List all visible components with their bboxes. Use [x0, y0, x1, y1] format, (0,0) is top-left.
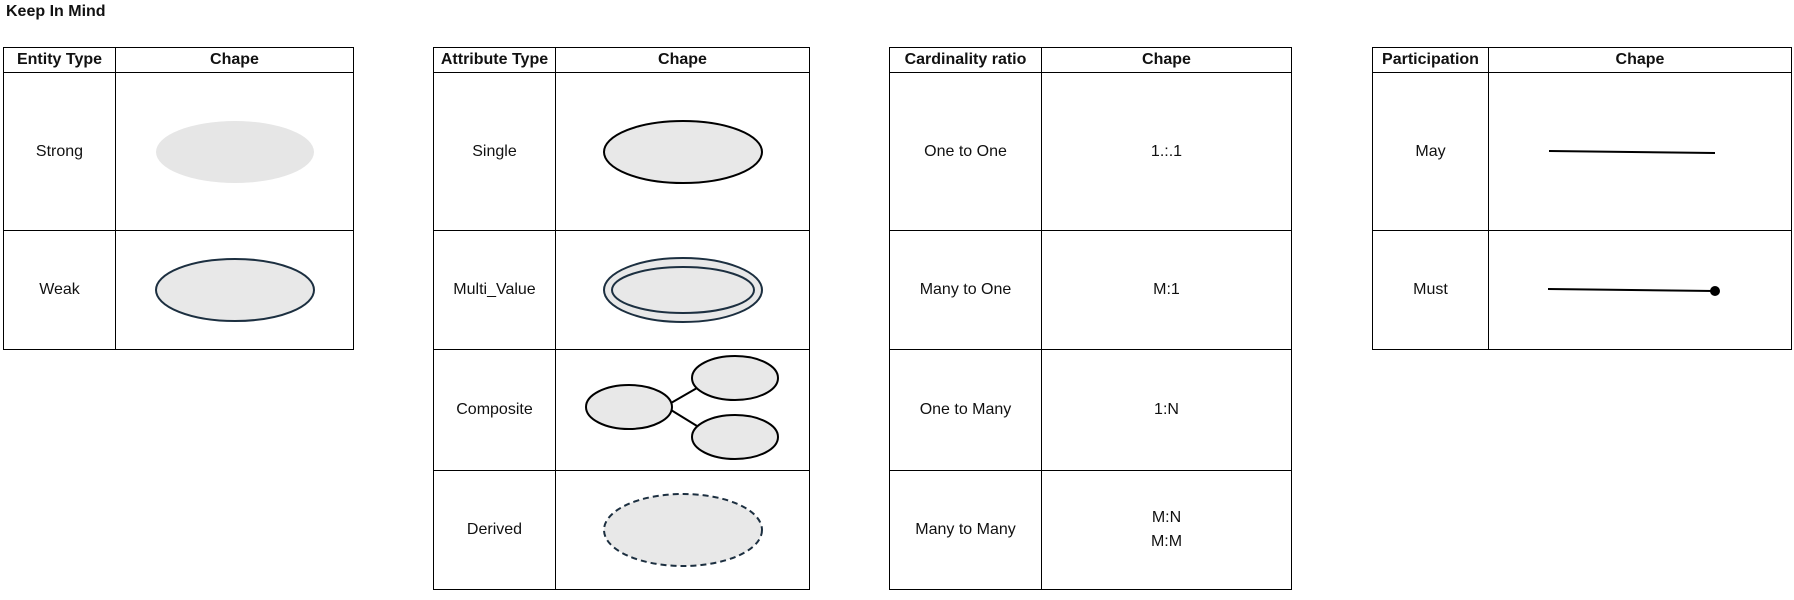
- entity-row-weak: Weak: [3, 230, 354, 350]
- entity-type-header: Entity Type: [3, 47, 116, 73]
- attribute-label-multi-value: Multi_Value: [433, 230, 556, 350]
- single-attribute-shape-cell: [555, 72, 810, 231]
- strong-entity-ellipse-icon: [155, 120, 314, 183]
- strong-entity-shape-cell: [115, 72, 354, 231]
- cardinality-label-one-to-one: One to One: [889, 72, 1042, 231]
- attribute-row-composite: Composite: [433, 349, 810, 471]
- entity-header-row: Entity Type Chape: [3, 47, 354, 73]
- may-line-icon: [1548, 149, 1716, 154]
- attribute-shape-header: Chape: [555, 47, 810, 73]
- may-participation-shape-cell: [1488, 72, 1792, 231]
- attribute-header-row: Attribute Type Chape: [433, 47, 810, 73]
- entity-shape-header: Chape: [115, 47, 354, 73]
- cardinality-row-many-to-one: Many to One M:1: [889, 230, 1292, 350]
- attribute-row-single: Single: [433, 72, 810, 231]
- cardinality-value-m-n: M:N: [1151, 509, 1182, 526]
- single-attribute-ellipse-icon: [602, 119, 763, 184]
- cardinality-ratio-header: Cardinality ratio: [889, 47, 1042, 73]
- participation-shape-header: Chape: [1488, 47, 1792, 73]
- participation-table: Participation Chape May Must: [1372, 47, 1792, 350]
- entity-type-table: Entity Type Chape Strong Weak: [3, 47, 354, 350]
- weak-entity-ellipse-icon: [154, 258, 315, 322]
- cardinality-value-one-to-one: 1.:.1: [1041, 72, 1292, 231]
- derived-dashed-ellipse-icon: [602, 493, 763, 567]
- attribute-label-single: Single: [433, 72, 556, 231]
- attribute-type-header: Attribute Type: [433, 47, 556, 73]
- attribute-label-composite: Composite: [433, 349, 556, 471]
- composite-connected-ellipses-icon: [584, 355, 779, 460]
- multi-value-double-ellipse-icon: [602, 257, 763, 323]
- participation-row-may: May: [1372, 72, 1792, 231]
- participation-label-must: Must: [1372, 230, 1489, 350]
- participation-row-must: Must: [1372, 230, 1792, 350]
- weak-entity-shape-cell: [115, 230, 354, 350]
- cardinality-row-one-to-one: One to One 1.:.1: [889, 72, 1292, 231]
- participation-header: Participation: [1372, 47, 1489, 73]
- multi-value-attribute-shape-cell: [555, 230, 810, 350]
- cardinality-header-row: Cardinality ratio Chape: [889, 47, 1292, 73]
- cardinality-label-one-to-many: One to Many: [889, 349, 1042, 471]
- entity-row-strong: Strong: [3, 72, 354, 231]
- entity-label-strong: Strong: [3, 72, 116, 231]
- participation-header-row: Participation Chape: [1372, 47, 1792, 73]
- cardinality-row-many-to-many: Many to Many M:N M:M: [889, 470, 1292, 590]
- cardinality-value-many-to-one: M:1: [1041, 230, 1292, 350]
- derived-attribute-shape-cell: [555, 470, 810, 590]
- entity-label-weak: Weak: [3, 230, 116, 350]
- composite-attribute-shape-cell: [555, 349, 810, 471]
- attribute-label-derived: Derived: [433, 470, 556, 590]
- attribute-type-table: Attribute Type Chape Single Multi_Value …: [433, 47, 810, 590]
- cardinality-value-many-to-many-cell: M:N M:M: [1041, 470, 1292, 590]
- must-participation-shape-cell: [1488, 230, 1792, 350]
- cardinality-label-many-to-one: Many to One: [889, 230, 1042, 350]
- cardinality-row-one-to-many: One to Many 1:N: [889, 349, 1292, 471]
- cardinality-label-many-to-many: Many to Many: [889, 470, 1042, 590]
- attribute-row-multi-value: Multi_Value: [433, 230, 810, 350]
- cardinality-value-one-to-many: 1:N: [1041, 349, 1292, 471]
- cardinality-ratio-table: Cardinality ratio Chape One to One 1.:.1…: [889, 47, 1292, 590]
- must-line-with-dot-icon: [1547, 286, 1720, 296]
- cardinality-value-m-m: M:M: [1150, 533, 1183, 550]
- participation-label-may: May: [1372, 72, 1489, 231]
- cardinality-shape-header: Chape: [1041, 47, 1292, 73]
- attribute-row-derived: Derived: [433, 470, 810, 590]
- page-title: Keep In Mind: [6, 3, 106, 20]
